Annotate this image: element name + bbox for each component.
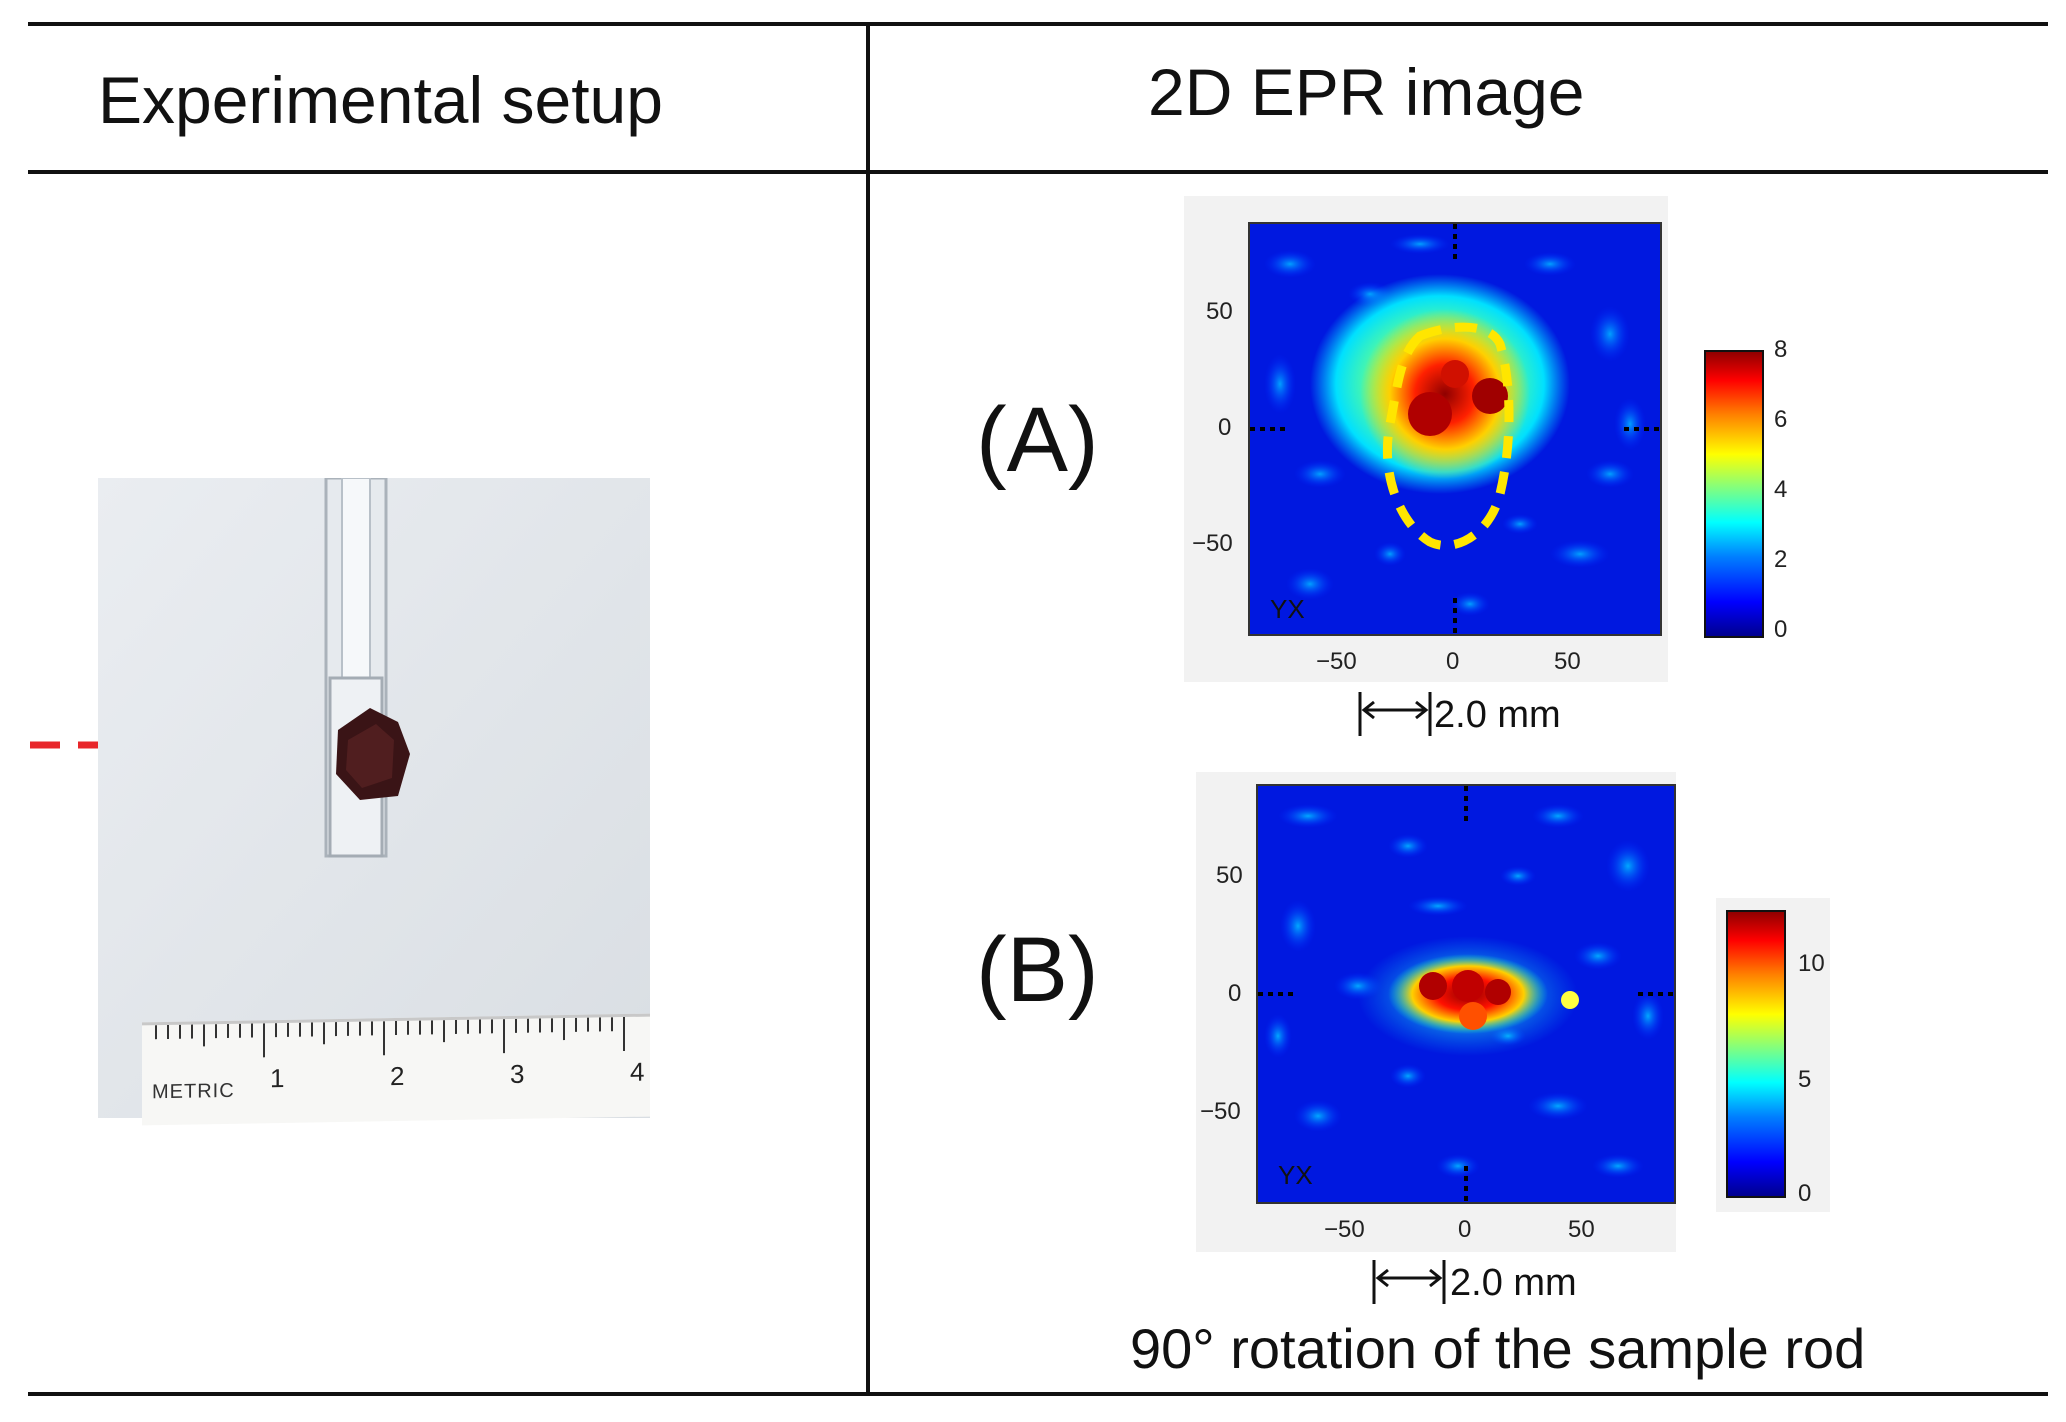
panel-a-xtick-minus50: −50 <box>1316 648 1357 675</box>
panel-a-cbar-tick-8: 8 <box>1774 336 1788 363</box>
panel-b-xtick-50: 50 <box>1568 1216 1595 1243</box>
panel-b-ytick-50: 50 <box>1216 862 1243 889</box>
table-bottom-rule <box>28 1392 2048 1396</box>
table-column-divider <box>866 22 870 1394</box>
ruler-number-3: 3 <box>510 1058 525 1090</box>
epr-image-a: YX <box>1248 222 1662 636</box>
header-2d-epr-image: 2D EPR image <box>1148 55 1585 129</box>
tissue-outline <box>1382 322 1514 550</box>
ruler-number-4: 4 <box>630 1056 645 1087</box>
panel-a-xtick-0: 0 <box>1446 648 1460 675</box>
panel-b-cbar-tick-10: 10 <box>1798 950 1825 977</box>
panel-b-scale-label: 2.0 mm <box>1450 1262 1577 1304</box>
panel-b-cbar-tick-5: 5 <box>1798 1066 1812 1093</box>
panel-a-cbar-tick-2: 2 <box>1774 546 1788 573</box>
caption-rotation: 90° rotation of the sample rod <box>1130 1317 1866 1380</box>
panel-b-cbar-tick-0: 0 <box>1798 1180 1812 1207</box>
ruler-brand: METRIC <box>152 1079 235 1104</box>
panel-a-label: (A) <box>976 389 1099 491</box>
table-top-rule <box>28 22 2048 26</box>
panel-a-ytick-50: 50 <box>1206 298 1233 325</box>
ruler-number-1: 1 <box>270 1062 285 1094</box>
panel-a-cbar-tick-0: 0 <box>1774 616 1788 643</box>
panel-b-ytick-0: 0 <box>1228 980 1242 1007</box>
panel-a-colorbar <box>1704 350 1764 638</box>
panel-b-xtick-minus50: −50 <box>1324 1216 1365 1243</box>
panel-a-ytick-0: 0 <box>1218 414 1232 441</box>
epr-image-b: YX <box>1256 784 1676 1204</box>
panel-a-ytick-minus50: −50 <box>1192 530 1233 557</box>
panel-a-scale-bar <box>1358 692 1432 736</box>
ruler-number-2: 2 <box>390 1060 405 1092</box>
setup-photo <box>98 478 650 1118</box>
panel-a-cbar-tick-6: 6 <box>1774 406 1788 433</box>
panel-a-scale-label: 2.0 mm <box>1434 694 1561 736</box>
panel-b-colorbar <box>1726 910 1786 1198</box>
table-header-rule <box>28 170 2048 174</box>
metric-ruler: METRIC 1 2 3 4 <box>142 1013 650 1126</box>
panel-a-corner-label: YX <box>1270 594 1305 624</box>
panel-a-xtick-50: 50 <box>1554 648 1581 675</box>
header-experimental-setup: Experimental setup <box>98 63 663 137</box>
panel-b-corner-label: YX <box>1278 1160 1313 1190</box>
panel-a-cbar-tick-4: 4 <box>1774 476 1788 503</box>
panel-b-ytick-minus50: −50 <box>1200 1098 1241 1125</box>
panel-b-label: (B) <box>976 919 1099 1021</box>
panel-b-scale-bar <box>1372 1260 1446 1304</box>
panel-b-xtick-0: 0 <box>1458 1216 1472 1243</box>
